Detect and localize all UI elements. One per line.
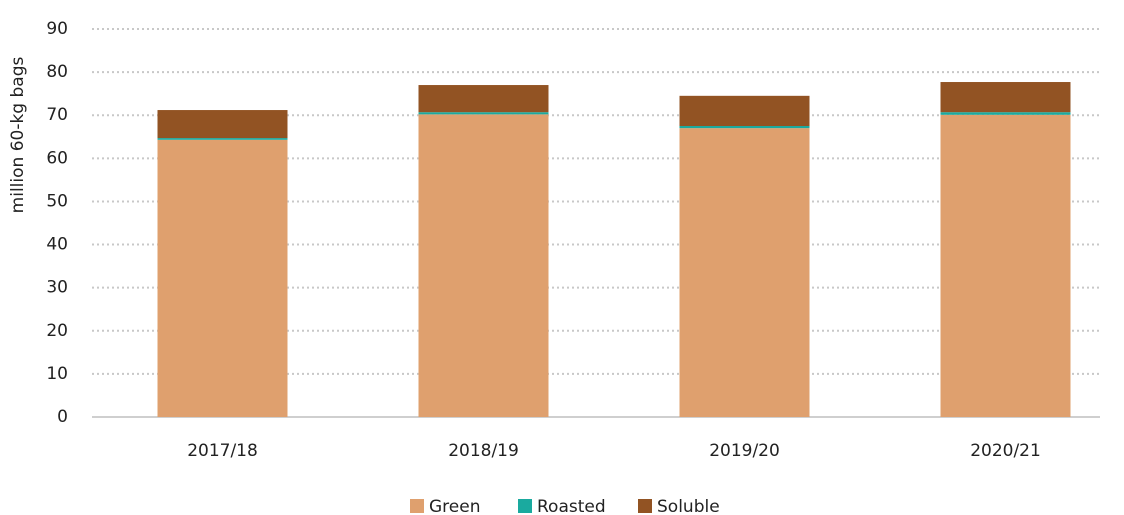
x-tick-label: 2019/20	[709, 441, 780, 461]
y-tick-label: 70	[46, 105, 68, 125]
y-tick-label: 90	[46, 19, 68, 39]
x-tick-label: 2020/21	[970, 441, 1041, 461]
bar-segment	[157, 110, 288, 139]
legend-swatch	[638, 499, 652, 513]
bar-segment	[157, 139, 288, 417]
x-tick-label: 2017/18	[187, 441, 258, 461]
bar-segment	[940, 114, 1071, 418]
legend-label: Roasted	[537, 497, 606, 515]
y-tick-label: 0	[57, 407, 68, 427]
bar-segment	[679, 95, 810, 126]
y-tick-label: 80	[46, 62, 68, 82]
y-tick-label: 20	[46, 321, 68, 341]
bar-segment	[679, 126, 810, 129]
bar-segment	[418, 85, 549, 113]
y-tick-label: 60	[46, 148, 68, 168]
legend-swatch	[518, 499, 532, 513]
x-tick-label: 2018/19	[448, 441, 519, 461]
legend-label: Soluble	[657, 497, 720, 515]
y-tick-label: 50	[46, 191, 68, 211]
bar-segment	[418, 112, 549, 115]
bar-segment	[679, 128, 810, 417]
bar-segment	[418, 114, 549, 418]
y-axis-label: million 60-kg bags	[8, 57, 28, 214]
legend-swatch	[410, 499, 424, 513]
bar-segment	[940, 82, 1071, 113]
y-tick-label: 40	[46, 235, 68, 255]
y-tick-label: 10	[46, 364, 68, 384]
y-tick-label: 30	[46, 278, 68, 298]
legend-label: Green	[429, 497, 480, 515]
bar-segment	[157, 138, 288, 140]
bar-segment	[940, 112, 1071, 115]
